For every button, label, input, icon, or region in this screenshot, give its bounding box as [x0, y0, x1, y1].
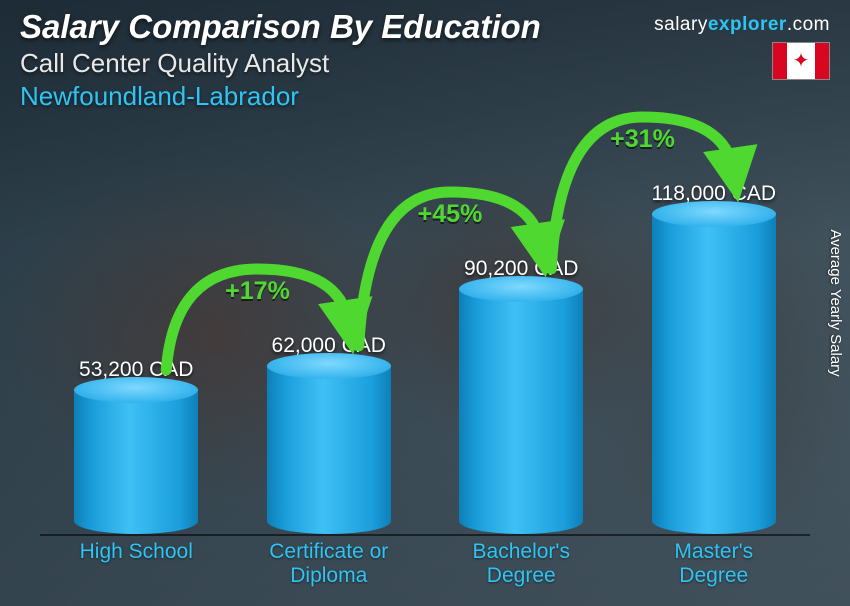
x-labels: High SchoolCertificate orDiplomaBachelor…	[40, 540, 810, 590]
salary-bar-chart: 53,200 CAD62,000 CAD90,200 CAD118,000 CA…	[40, 150, 810, 590]
x-axis-label: Certificate orDiploma	[233, 540, 426, 590]
bar	[652, 214, 776, 534]
chart-baseline	[40, 534, 810, 536]
bar	[459, 289, 583, 534]
brand-part1: salary	[654, 14, 708, 35]
brand-logo: salaryexplorer.com	[654, 14, 830, 36]
bar-slot: 62,000 CAD	[233, 334, 426, 534]
brand-part3: .com	[787, 14, 830, 35]
region: Newfoundland-Labrador	[20, 81, 830, 112]
x-axis-label: High School	[40, 540, 233, 590]
x-axis-label: Bachelor'sDegree	[425, 540, 618, 590]
y-axis-label: Average Yearly Salary	[827, 229, 844, 376]
x-axis-label: Master'sDegree	[618, 540, 811, 590]
bar	[74, 390, 198, 534]
bars-container: 53,200 CAD62,000 CAD90,200 CAD118,000 CA…	[40, 150, 810, 534]
bar-slot: 118,000 CAD	[618, 182, 811, 534]
subtitle: Call Center Quality Analyst	[20, 48, 830, 79]
brand-part2: explorer	[708, 14, 787, 35]
flag-canada-icon: ✦	[772, 42, 830, 80]
bar-slot: 90,200 CAD	[425, 257, 618, 534]
bar-slot: 53,200 CAD	[40, 358, 233, 534]
bar	[267, 366, 391, 534]
